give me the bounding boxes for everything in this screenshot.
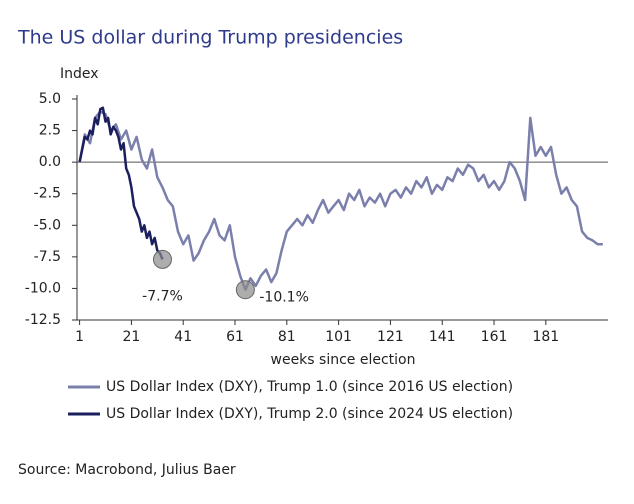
- y-tick-label: -7.5: [34, 249, 61, 265]
- y-tick-label: -10.0: [25, 280, 61, 296]
- x-tick-label: 161: [481, 329, 508, 345]
- y-axis-label: Index: [60, 66, 99, 82]
- x-tick-label: 41: [174, 329, 192, 345]
- x-tick-label: 141: [429, 329, 456, 345]
- x-tick-label: 101: [325, 329, 352, 345]
- annotation-label: -10.1%: [259, 290, 309, 306]
- x-tick-label: 121: [377, 329, 404, 345]
- x-tick-label: 21: [122, 329, 140, 345]
- series-line: [78, 106, 164, 260]
- y-tick-label: 2.5: [39, 123, 61, 139]
- chart-title: The US dollar during Trump presidencies: [17, 27, 403, 49]
- y-tick-label: 5.0: [39, 91, 61, 107]
- y-tick-label: 0.0: [39, 154, 61, 170]
- x-tick-label: 1: [75, 329, 84, 345]
- legend-label: US Dollar Index (DXY), Trump 2.0 (since …: [106, 406, 513, 422]
- annotation-marker: [152, 249, 172, 269]
- legend-label: US Dollar Index (DXY), Trump 1.0 (since …: [106, 379, 513, 395]
- x-tick-label: 61: [226, 329, 244, 345]
- annotation-label: -7.7%: [142, 288, 183, 304]
- annotation-marker: [235, 280, 255, 300]
- x-tick-label: 81: [278, 329, 296, 345]
- source: Source: Macrobond, Julius Baer: [18, 462, 236, 478]
- x-axis-label: weeks since election: [271, 352, 416, 368]
- y-tick-label: -2.5: [34, 186, 61, 202]
- y-tick-label: -12.5: [25, 312, 61, 328]
- x-tick-label: 181: [532, 329, 559, 345]
- y-tick-label: -5.0: [34, 217, 61, 233]
- series-line: [78, 110, 603, 291]
